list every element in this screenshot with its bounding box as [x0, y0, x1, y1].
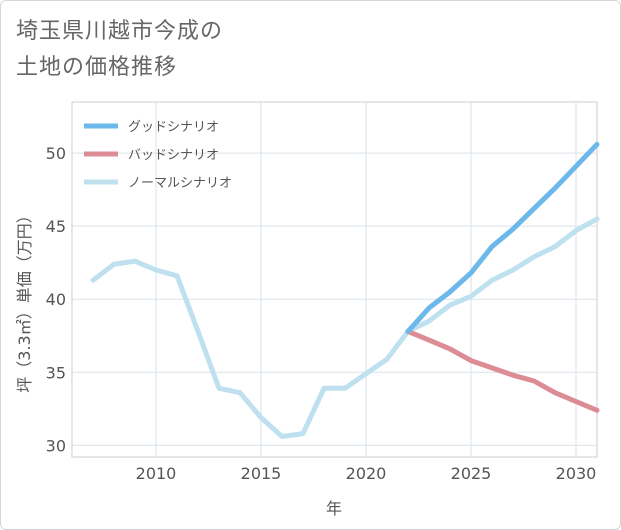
series-line-1: [405, 141, 600, 334]
y-tick-label: 35: [46, 363, 66, 382]
y-tick-label: 45: [46, 217, 66, 236]
y-tick-labels: 30 35 40 45 50: [46, 144, 66, 455]
legend-label: ノーマルシナリオ: [128, 176, 232, 191]
x-tick-labels: 2010 2015 2020 2025 2030: [136, 464, 597, 483]
y-tick-label: 50: [46, 144, 66, 163]
legend-label: バッドシナリオ: [128, 148, 219, 163]
x-axis-label: 年: [326, 499, 342, 518]
x-tick-label: 2015: [241, 464, 282, 483]
plot-background: [71, 101, 598, 458]
y-tick-label: 30: [46, 436, 66, 455]
series-line-2: [405, 328, 600, 413]
title-line-2: 土地の価格推移: [16, 55, 178, 80]
series-layer: [90, 141, 600, 439]
y-tick-label: 40: [46, 290, 66, 309]
y-axis-label: 坪（3.3㎡）単価（万円）: [15, 207, 34, 392]
x-tick-label: 2030: [556, 464, 597, 483]
series-line-3: [90, 216, 600, 439]
x-tick-label: 2020: [346, 464, 387, 483]
legend-label: グッドシナリオ: [128, 120, 219, 135]
title-line-1: 埼玉県川越市今成の: [16, 19, 224, 44]
chart-title: 埼玉県川越市今成の 土地の価格推移: [16, 14, 223, 86]
x-tick-label: 2010: [136, 464, 177, 483]
x-tick-label: 2025: [451, 464, 492, 483]
